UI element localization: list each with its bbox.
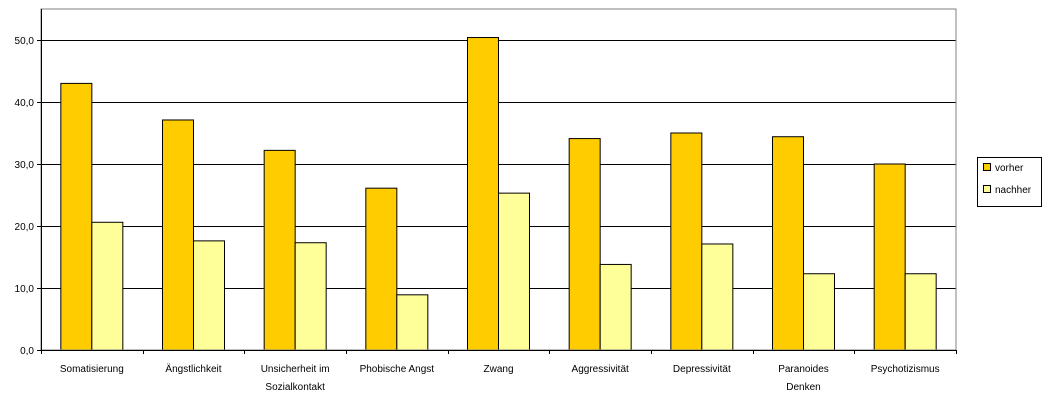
bar-nachher	[294, 242, 327, 351]
x-category-label: Sozialkontakt	[265, 382, 325, 393]
y-tick-label: 40,0	[15, 98, 35, 109]
x-category-label: Psychotizismus	[871, 364, 940, 375]
bar-nachher	[803, 273, 835, 351]
x-category-label: Aggressivität	[572, 364, 629, 375]
bar-nachher	[396, 294, 429, 351]
y-tick-label: 50,0	[15, 36, 35, 47]
legend-label: nachher	[995, 185, 1032, 196]
bar-vorher	[670, 132, 703, 351]
bar-nachher	[498, 192, 530, 351]
axes	[37, 8, 957, 354]
y-tick-label: 30,0	[15, 160, 35, 171]
bar-vorher	[162, 119, 194, 351]
x-category-label: Phobische Angst	[360, 364, 435, 375]
bar-nachher	[904, 273, 937, 351]
bar-vorher	[263, 149, 296, 351]
bar-vorher	[568, 138, 601, 351]
x-category-label: Depressivität	[673, 364, 731, 375]
x-category-label: Paranoides	[778, 364, 829, 375]
legend: vorher nachher	[977, 157, 1042, 207]
x-category-label: Ängstlichkeit	[165, 363, 221, 375]
bar-nachher	[193, 240, 225, 351]
x-category-label: Denken	[786, 382, 820, 393]
y-tick-label: 0,0	[20, 346, 34, 357]
bar-vorher	[772, 136, 804, 351]
legend-swatch	[983, 163, 991, 171]
y-tick-label: 20,0	[15, 222, 35, 233]
bar-vorher	[365, 187, 398, 351]
bar-vorher	[60, 82, 93, 351]
bar-nachher	[701, 243, 734, 351]
y-axis-ticks: 0,0 10,0 20,0 30,0 40,0 50,0	[15, 36, 35, 357]
bar-nachher	[91, 221, 124, 351]
x-category-label: Zwang	[483, 364, 513, 375]
y-tick-label: 10,0	[15, 284, 35, 295]
x-category-label: Unsicherheit im	[261, 364, 330, 375]
bar-vorher	[873, 163, 906, 351]
bar-nachher	[599, 263, 632, 351]
x-axis-labels: Somatisierung Ängstlichkeit Unsicherheit i…	[60, 363, 940, 393]
bar-vorher	[467, 37, 499, 351]
x-category-label: Somatisierung	[60, 364, 124, 375]
bars	[60, 37, 937, 351]
legend-label: vorher	[995, 163, 1024, 174]
legend-swatch	[983, 185, 991, 193]
